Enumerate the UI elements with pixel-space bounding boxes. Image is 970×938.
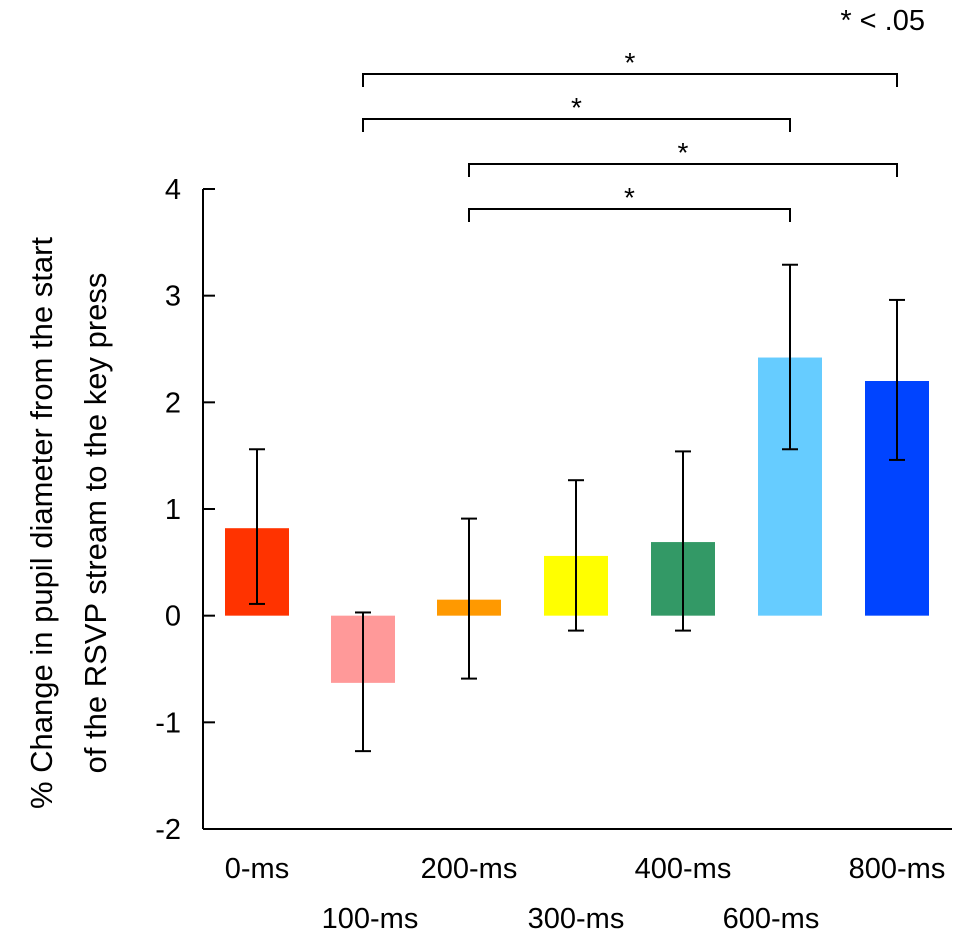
significance-star: *	[571, 92, 582, 123]
x-tick-label: 100-ms	[322, 903, 419, 935]
y-tick-label: 2	[165, 387, 181, 419]
significance-note: * < .05	[840, 5, 925, 37]
y-tick-label: 3	[165, 281, 181, 313]
significance-star: *	[624, 182, 635, 213]
significance-bracket	[468, 208, 791, 222]
y-tick-label: 0	[165, 601, 181, 633]
y-tick-label: -2	[155, 814, 181, 846]
significance-star: *	[625, 47, 636, 78]
x-tick-label: 0-ms	[225, 853, 289, 885]
y-tick-label: -1	[155, 707, 181, 739]
y-axis-label-line2: of the RSVP stream to the key press	[78, 273, 113, 774]
x-tick-label: 200-ms	[421, 853, 518, 885]
significance-bracket	[468, 163, 898, 177]
significance-bracket	[362, 118, 791, 132]
x-tick-label: 300-ms	[528, 903, 625, 935]
y-axis-label-line1: % Change in pupil diameter from the star…	[24, 237, 59, 809]
x-tick-label: 600-ms	[723, 903, 820, 935]
y-tick-label: 1	[165, 494, 181, 526]
significance-bracket	[362, 73, 898, 87]
significance-star: *	[678, 137, 689, 168]
x-tick-label: 800-ms	[849, 853, 946, 885]
x-tick-label: 400-ms	[635, 853, 732, 885]
y-tick-label: 4	[165, 174, 181, 206]
